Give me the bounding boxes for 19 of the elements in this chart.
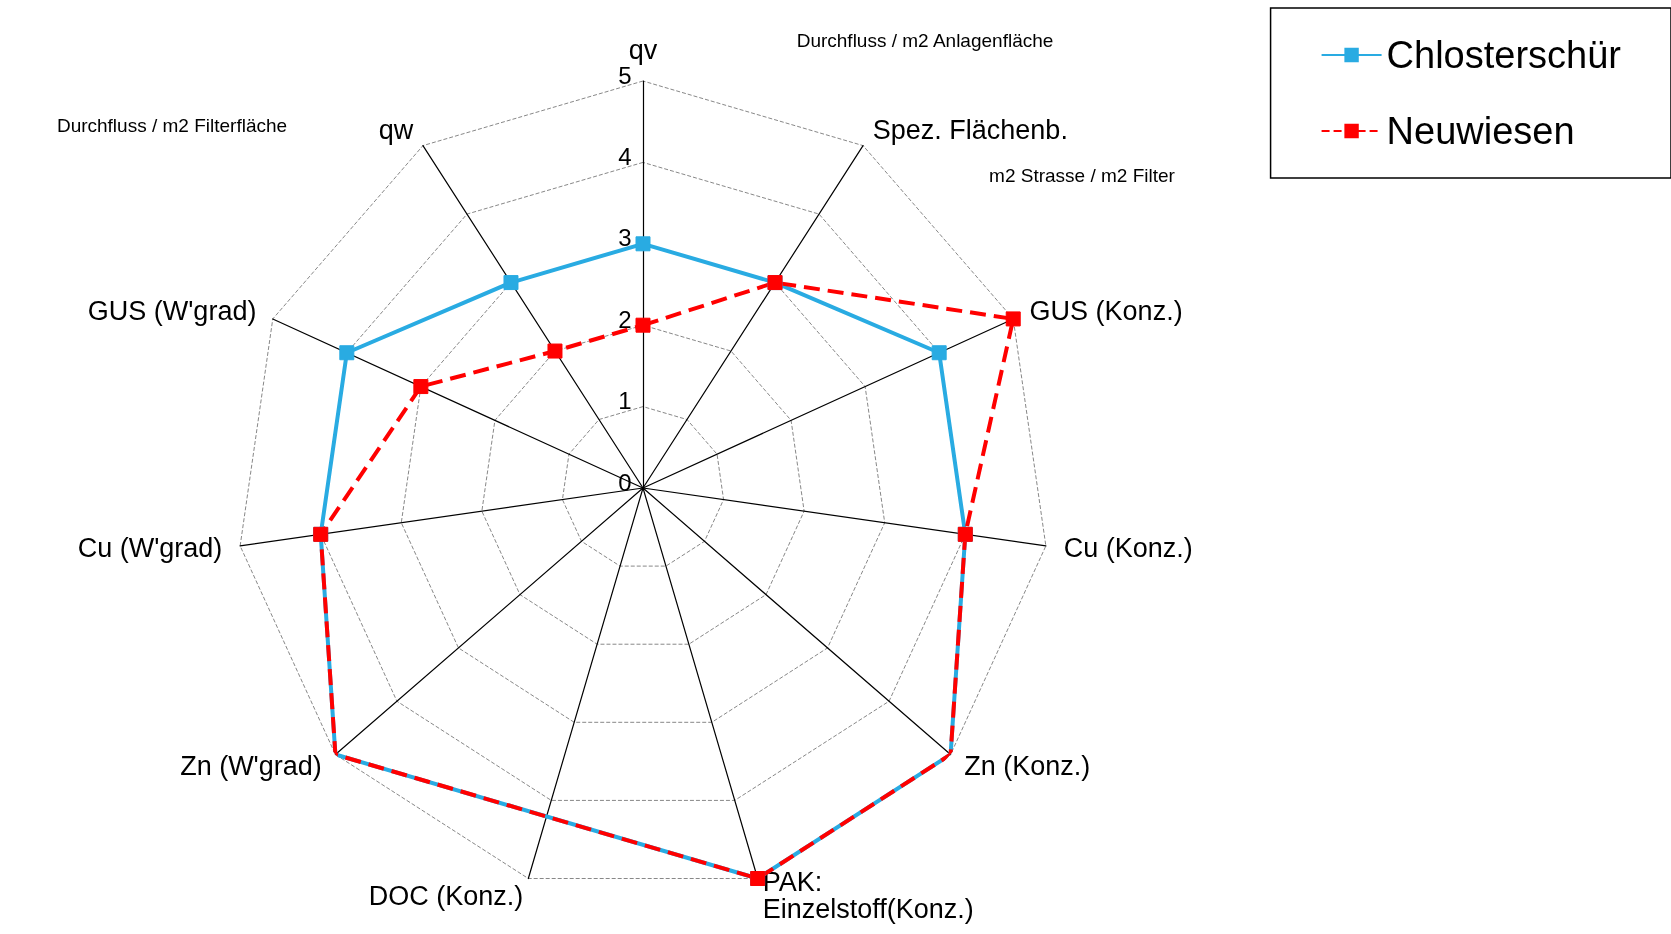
y-tick-label: 1 — [618, 387, 632, 415]
spoke-label: Zn (Konz.) — [964, 751, 1091, 782]
y-tick-label: 3 — [618, 224, 632, 252]
spoke-label: PAK: Einzelstoff(Konz.) — [762, 867, 974, 925]
text: Durchfluss / m2 Filterfläche — [56, 114, 288, 136]
text: Durchfluss / m2 Anlagenfläche — [796, 29, 1054, 51]
y-tick-label: 4 — [618, 142, 632, 170]
legend-label: Neuwiesen — [1386, 110, 1575, 152]
spoke-label: Spez. Flächenb. — [872, 115, 1068, 146]
spoke-label: qw — [378, 115, 414, 146]
text: m2 Strasse / m2 Filter — [989, 164, 1176, 186]
spoke-label: Cu (Konz.) — [1063, 533, 1193, 564]
spoke-label: DOC (Konz.) — [368, 880, 524, 911]
spoke-label: Zn (W'grad) — [180, 751, 322, 782]
spoke-label: Cu (W'grad) — [77, 533, 223, 564]
y-tick-label: 2 — [618, 305, 632, 333]
legend-label: Chlosterschür — [1386, 34, 1622, 76]
spoke-label: GUS (W'grad) — [87, 296, 257, 327]
spoke-label: GUS (Konz.) — [1029, 296, 1183, 327]
